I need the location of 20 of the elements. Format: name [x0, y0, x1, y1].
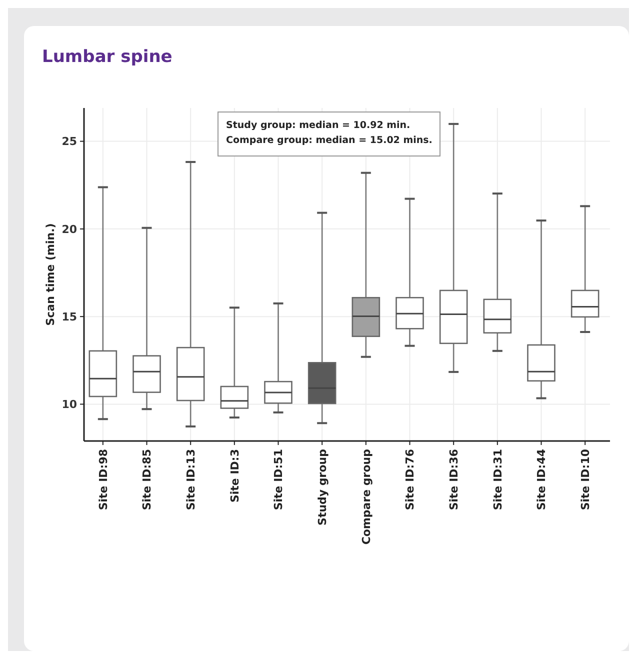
x-tick-label: Site ID:98 [96, 449, 110, 510]
x-tick-label: Site ID:10 [578, 448, 592, 510]
y-tick-label: 10 [62, 398, 78, 412]
x-tick-label: Site ID:76 [404, 448, 417, 510]
x-tick-label: Site ID:36 [447, 448, 460, 510]
x-tick-label: Compare group [360, 448, 373, 545]
annotation: Study group: median = 10.92 min. [226, 120, 410, 131]
y-tick-label: 20 [62, 222, 78, 236]
y-tick-label: 15 [62, 310, 77, 324]
x-tick-label: Site ID:13 [184, 449, 198, 510]
y-tick-label: 25 [62, 135, 77, 148]
x-tick-label: Site ID:31 [491, 449, 504, 510]
x-tick-label: Site ID:51 [272, 449, 286, 510]
annotation: Compare group: median = 15.02 mins. [226, 135, 432, 146]
x-tick-label: Study group [316, 448, 329, 526]
chart-title: Lumbar spine [42, 47, 172, 67]
x-tick-label: Site ID:85 [140, 449, 154, 510]
x-tick-label: Site ID:44 [535, 448, 548, 510]
y-axis-title: Scan time (min.) [44, 223, 57, 326]
x-tick-label: Site ID:3 [228, 449, 242, 503]
